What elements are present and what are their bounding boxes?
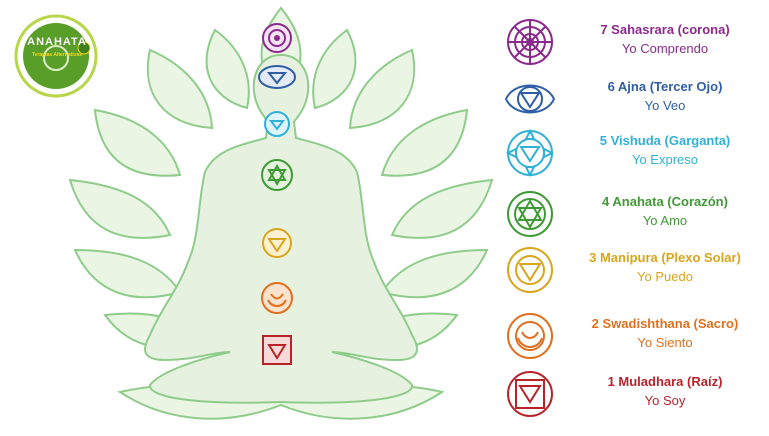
legend-title: 7 Sahasrara (corona)	[600, 22, 730, 37]
figure-chakra-solar	[262, 228, 292, 258]
legend-title: 5 Vishuda (Garganta)	[599, 133, 731, 148]
legend-item-muladhara: 1 Muladhara (Raíz) Yo Soy	[504, 368, 766, 420]
logo-subtitle: Terapias Alternativas	[31, 52, 83, 58]
legend-affirmation: Yo Siento	[637, 335, 693, 350]
root-square-icon	[507, 371, 553, 417]
figure-chakra-throat	[264, 111, 290, 137]
legend-item-ajna: 6 Ajna (Tercer Ojo) Yo Veo	[504, 73, 766, 125]
legend-item-swadishthana: 2 Swadishthana (Sacro) Yo Siento	[504, 310, 766, 362]
third-eye-icon	[504, 84, 556, 114]
figure-chakra-root	[262, 335, 292, 365]
legend-title: 4 Anahata (Corazón)	[602, 194, 728, 209]
legend-affirmation: Yo Veo	[644, 98, 686, 113]
legend-title: 2 Swadishthana (Sacro)	[591, 316, 739, 331]
legend-item-sahasrara: 7 Sahasrara (corona) Yo Comprendo	[504, 16, 766, 68]
legend-affirmation: Yo Expreso	[631, 152, 698, 167]
logo-emblem-icon	[14, 14, 98, 98]
legend-affirmation: Yo Soy	[644, 393, 686, 408]
legend-affirmation: Yo Comprendo	[621, 41, 709, 56]
legend-title: 1 Muladhara (Raíz)	[607, 374, 723, 389]
legend-item-vishuda: 5 Vishuda (Garganta) Yo Expreso	[504, 127, 766, 179]
legend-title: 3 Manipura (Plexo Solar)	[589, 250, 741, 265]
legend-affirmation: Yo Puedo	[637, 269, 693, 284]
lotus-crown-icon	[507, 19, 553, 65]
sacral-moon-icon	[507, 313, 553, 359]
legend-affirmation: Yo Amo	[642, 213, 688, 228]
legend-title: 6 Ajna (Tercer Ojo)	[607, 79, 723, 94]
figure-chakra-sacral	[261, 282, 293, 314]
throat-lotus-icon	[505, 128, 555, 178]
heart-star-icon	[507, 191, 553, 237]
logo-name: ANAHATA	[27, 36, 87, 48]
legend-item-anahata: 4 Anahata (Corazón) Yo Amo	[504, 188, 766, 240]
figure-chakra-crown	[262, 23, 292, 53]
solar-triangle-icon	[507, 247, 553, 293]
anahata-logo	[14, 14, 98, 98]
figure-chakra-heart	[261, 159, 293, 191]
legend-item-manipura: 3 Manipura (Plexo Solar) Yo Puedo	[504, 244, 766, 296]
figure-chakra-third-eye	[258, 65, 296, 89]
